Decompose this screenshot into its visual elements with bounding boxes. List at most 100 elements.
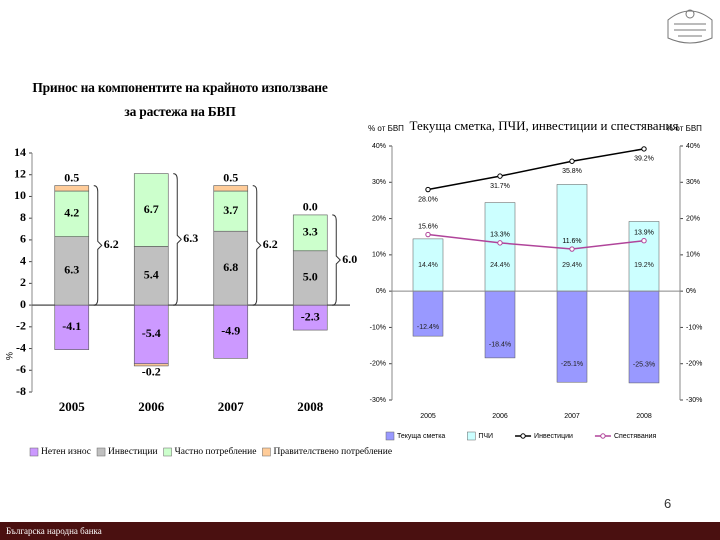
x-tick-label: 2007: [218, 399, 245, 414]
data-label: 13.3%: [490, 232, 510, 239]
legend-swatch: [467, 431, 476, 441]
data-label: 13.9%: [634, 230, 654, 237]
y-axis-label: % от БВП: [368, 124, 404, 133]
y-tick-label: 20%: [372, 215, 386, 222]
total-brace: [252, 185, 262, 306]
bar-segment: [213, 230, 249, 306]
x-tick-label: 2006: [138, 399, 165, 414]
x-tick-label: 2008: [636, 413, 652, 420]
data-label: -5.4: [142, 326, 161, 340]
line-marker: [641, 146, 647, 152]
y-tick-label: -8: [16, 384, 26, 398]
data-label: 5.0: [303, 270, 318, 284]
bar-segment: [133, 246, 169, 306]
total-brace: [93, 185, 103, 306]
y-tick-label: 4: [20, 253, 26, 267]
y-tick-label: 2: [20, 275, 26, 289]
page-number: 6: [664, 496, 672, 511]
y-tick-label: 40%: [372, 143, 386, 150]
data-label: -4.9: [221, 323, 240, 337]
bar-segment: [54, 190, 90, 237]
data-label: 5.4: [144, 268, 159, 282]
bar-segment: [292, 304, 328, 331]
y2-tick-label: 30%: [686, 179, 700, 186]
total-label: 6.3: [183, 231, 198, 245]
total-brace: [173, 173, 182, 306]
y-tick-label: 6: [20, 232, 26, 246]
bar: [556, 290, 588, 383]
data-label: 6.7: [144, 202, 159, 216]
y-tick-label: 0: [20, 297, 26, 311]
line-marker: [569, 246, 575, 252]
data-label: -18.4%: [489, 341, 511, 348]
bar-segment: [133, 304, 169, 365]
legend-label: Частно потребление: [175, 446, 257, 457]
y-tick-label: -20%: [370, 361, 386, 368]
bar: [412, 290, 444, 337]
x-tick-label: 2005: [420, 413, 436, 420]
y2-tick-label: -30%: [686, 397, 702, 404]
y-tick-label: 0%: [376, 288, 386, 295]
y-tick-label: -2: [16, 319, 26, 333]
line: [427, 148, 645, 191]
y2-tick-label: 20%: [686, 215, 700, 222]
bar-segment: [133, 173, 169, 247]
legend-label: Инвестиции: [108, 447, 158, 457]
y-tick-label: -10%: [370, 324, 386, 331]
data-label: 29.4%: [562, 262, 582, 269]
y2-tick-label: 0%: [686, 288, 696, 295]
data-label: 24.4%: [490, 262, 510, 269]
data-label: 3.7: [223, 203, 238, 217]
y-tick-label: -6: [16, 362, 26, 376]
y-tick-label: 30%: [372, 179, 386, 186]
y-tick-label: 10%: [372, 252, 386, 259]
logo: [667, 9, 713, 44]
chart-title: Текуща сметка, ПЧИ, инвестиции и спестяв…: [410, 118, 679, 133]
data-label: -0.2: [142, 365, 161, 379]
y-tick-label: 12: [14, 166, 26, 180]
data-label: -4.1: [62, 319, 81, 333]
y-tick-label: 14: [14, 145, 26, 159]
total-label: 6.2: [263, 237, 278, 251]
data-label: 0.0: [303, 200, 318, 214]
bar: [484, 202, 516, 292]
bar-segment: [133, 363, 169, 367]
y-tick-label: 8: [20, 210, 26, 224]
bar-segment: [54, 304, 90, 350]
legend-label: Инвестиции: [534, 433, 573, 440]
y-tick-label: 10: [14, 188, 26, 202]
line-marker: [425, 231, 431, 238]
bar-segment: [292, 250, 328, 306]
legend-swatch: [520, 433, 526, 439]
x-tick-label: 2008: [297, 399, 324, 414]
bar-segment: [213, 304, 249, 359]
y2-axis-label: % от БВП: [666, 124, 702, 133]
line-marker: [569, 158, 575, 164]
legend-label: Нетен износ: [41, 447, 91, 457]
total-label: 6.0: [342, 252, 357, 266]
data-label: 35.8%: [562, 168, 582, 175]
data-label: 14.4%: [418, 262, 438, 269]
legend-swatch: [29, 447, 39, 457]
y2-tick-label: -20%: [686, 361, 702, 368]
data-label: 39.2%: [634, 156, 654, 163]
bar-segment: [54, 236, 90, 306]
data-label: 6.8: [223, 260, 238, 274]
data-label: -2.3: [301, 309, 320, 323]
bar: [628, 221, 660, 292]
total-brace: [332, 214, 341, 306]
legend-swatch: [385, 431, 395, 441]
data-label: 3.3: [303, 225, 318, 239]
bar: [484, 290, 516, 359]
data-label: 6.3: [64, 263, 79, 277]
y2-tick-label: -10%: [686, 324, 702, 331]
legend-swatch: [163, 447, 172, 457]
data-label: 15.6%: [418, 223, 438, 230]
legend-label: Правителствено потребление: [273, 446, 392, 457]
data-label: -25.3%: [633, 361, 655, 368]
line-marker: [497, 240, 503, 246]
legend-swatch: [96, 447, 106, 457]
footer-bar: Българска народна банка: [0, 522, 720, 540]
